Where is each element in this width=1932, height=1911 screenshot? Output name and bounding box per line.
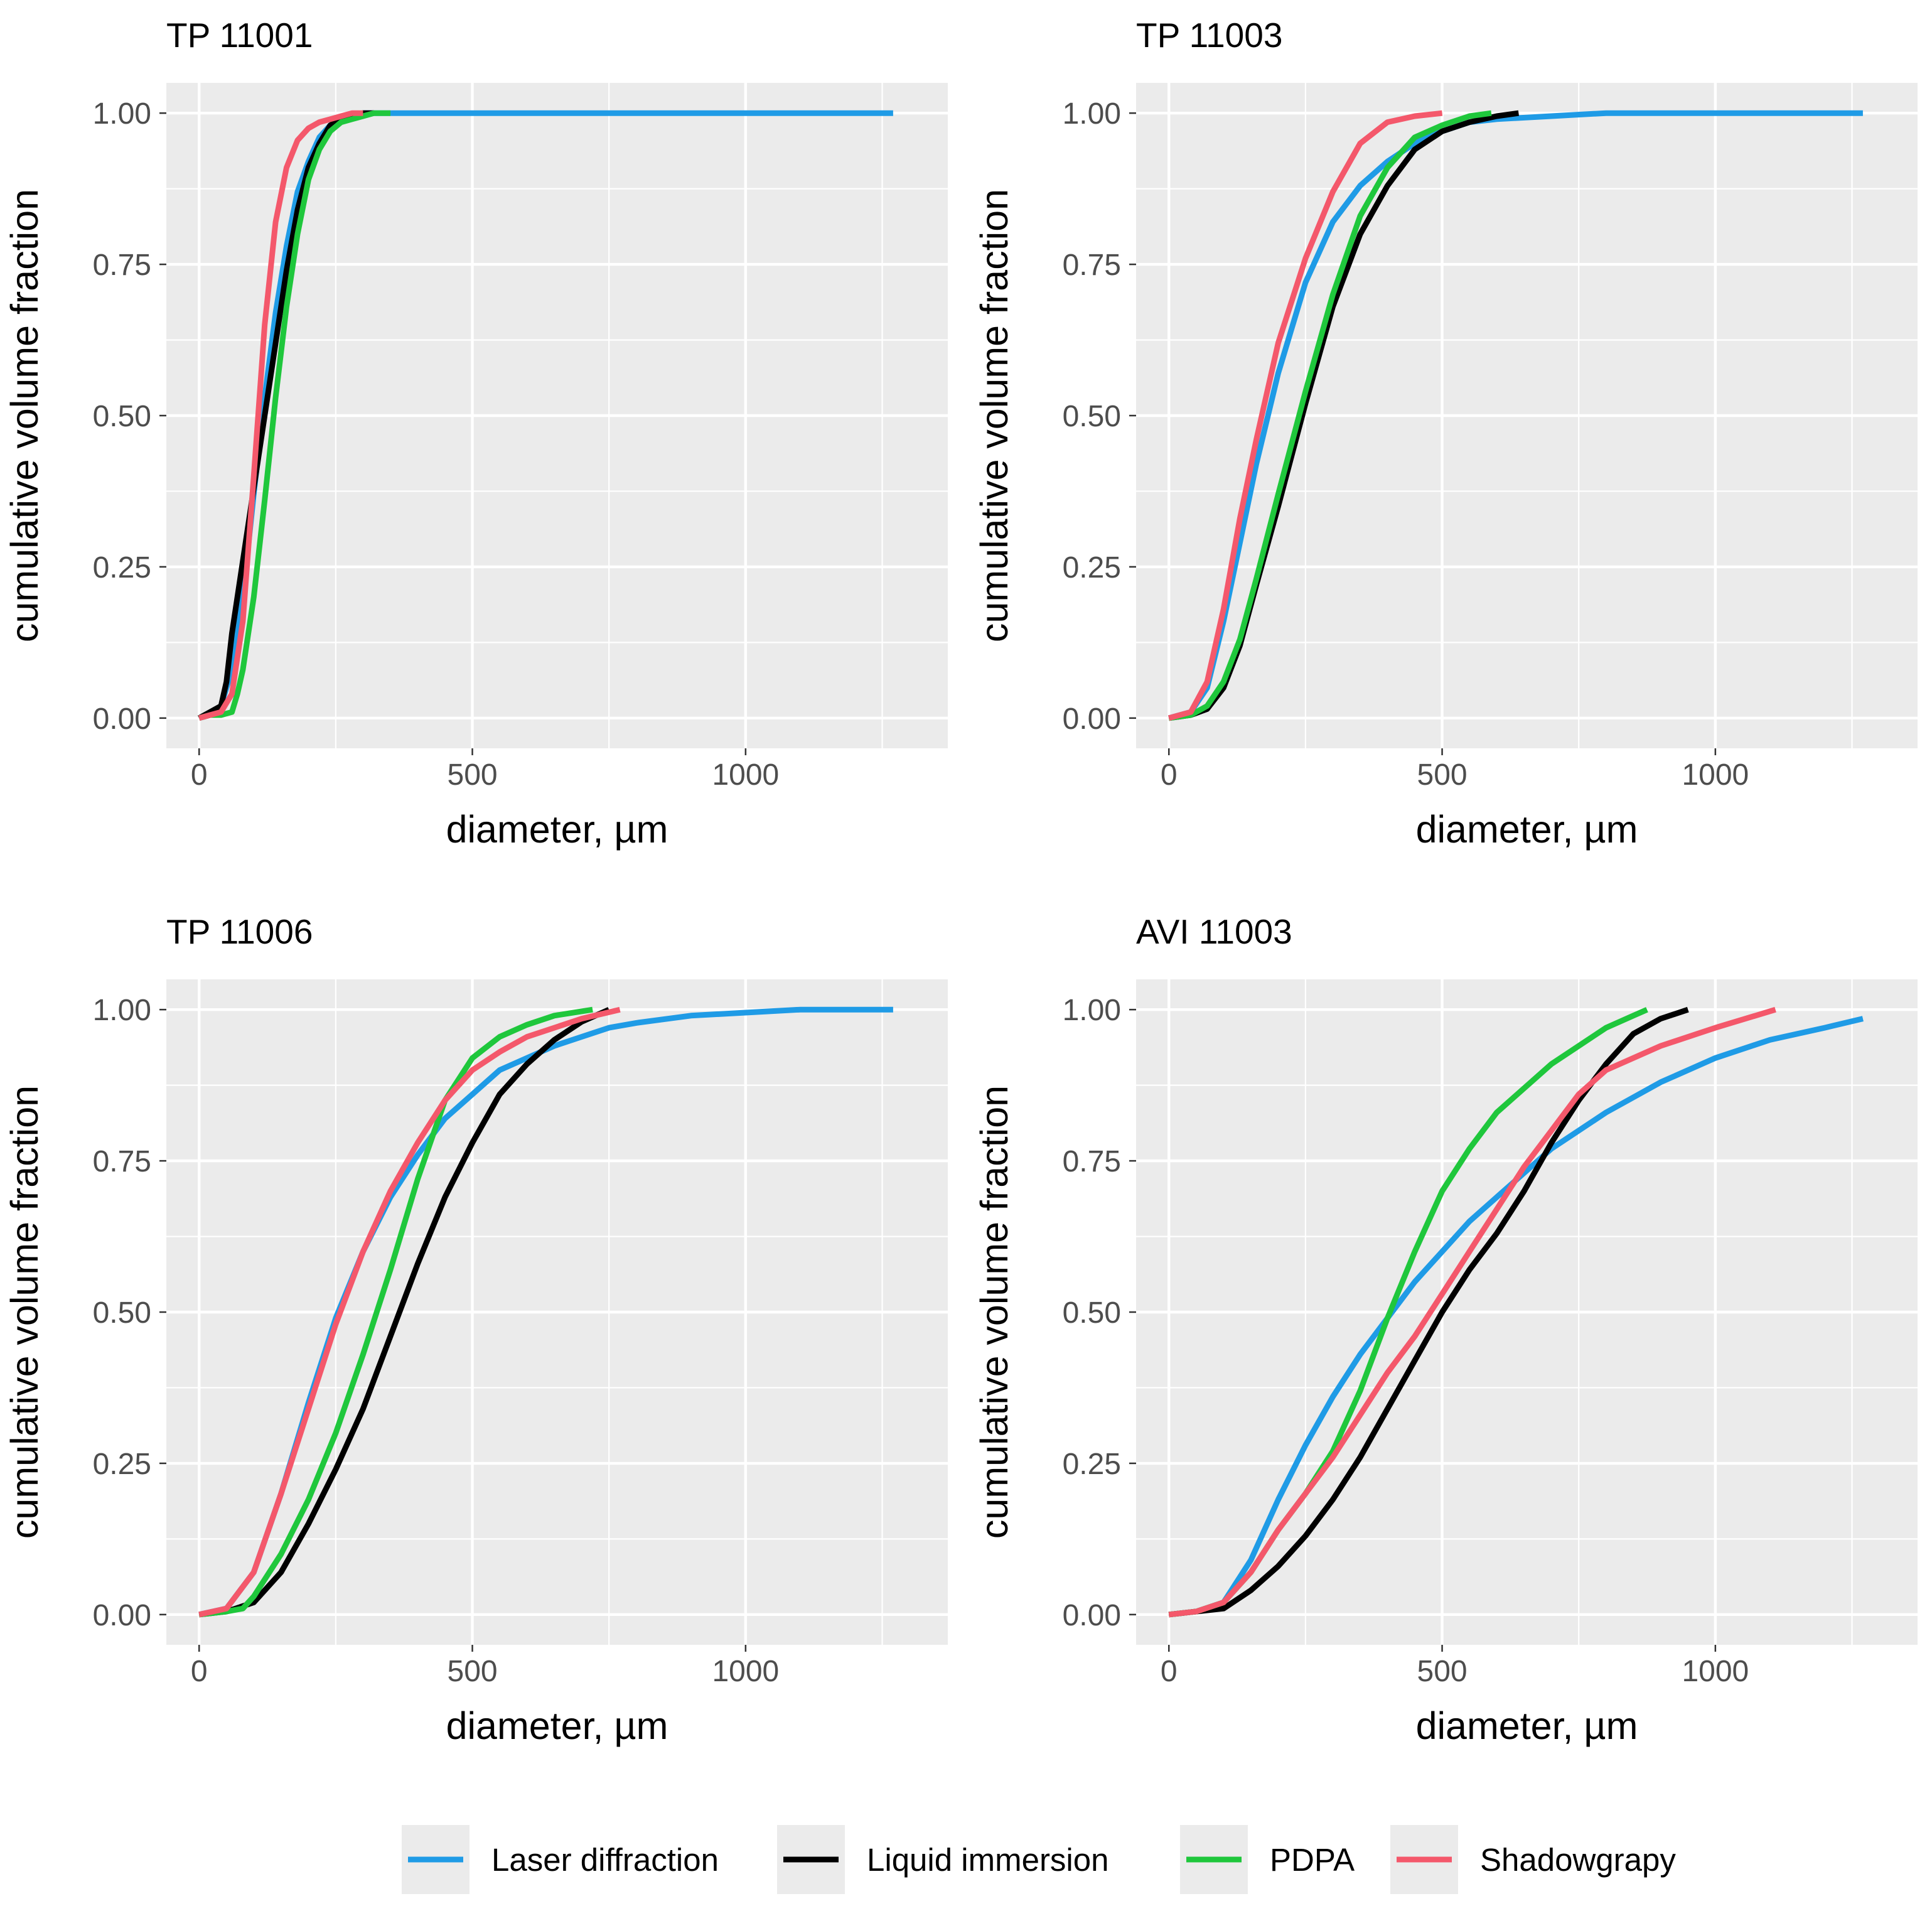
y-tick-label: 1.00 (93, 994, 151, 1027)
series-line-shadowgrapy (1168, 110, 1443, 721)
axes: 0 500 1000 0.00 0.25 0.50 0.75 1.00 diameter, µm… (973, 994, 1749, 1747)
x-tick-label: 1000 (712, 1655, 779, 1688)
series-line-liquid-immersion (198, 1007, 611, 1618)
axes: 0 500 1000 0.00 0.25 0.50 0.75 1.00 diameter, µm… (3, 994, 779, 1747)
y-axis-title: cumulative volume fraction (3, 189, 46, 642)
series-line-shadowgrapy (198, 110, 363, 721)
y-tick-label: 0.25 (93, 551, 151, 584)
x-axis-title: diameter, µm (446, 808, 668, 851)
y-tick-label: 0.75 (93, 1145, 151, 1178)
series-line-shadowgrapy (198, 1006, 621, 1618)
y-tick-label: 0.75 (93, 249, 151, 282)
panel-title: AVI 11003 (1136, 912, 1292, 951)
legend-item-shadowgrapy: Shadowgrapy (1390, 1825, 1676, 1894)
y-tick-label: 0.50 (1063, 400, 1121, 433)
y-tick-label: 0.75 (1063, 1145, 1121, 1178)
x-tick-label: 500 (1417, 758, 1468, 792)
legend-label: Liquid immersion (867, 1842, 1109, 1878)
x-tick-label: 500 (448, 1655, 498, 1688)
x-tick-label: 1000 (1682, 758, 1749, 792)
panel-title: TP 11003 (1136, 16, 1282, 55)
y-axis-title: cumulative volume fraction (973, 1085, 1016, 1539)
legend: Laser diffraction Liquid immersion PDPA Sha… (402, 1825, 1676, 1894)
y-tick-label: 0.50 (1063, 1296, 1121, 1330)
series-lines (198, 1006, 893, 1618)
panel-title: TP 11006 (166, 912, 313, 951)
series-lines (1168, 110, 1863, 721)
y-tick-label: 0.50 (93, 400, 151, 433)
series-lines (198, 110, 893, 721)
series-line-pdpa (198, 110, 390, 721)
y-tick-label: 0.50 (93, 1296, 151, 1330)
x-tick-label: 0 (1161, 1655, 1178, 1688)
y-tick-label: 0.25 (1063, 1448, 1121, 1481)
series-line-laser-diffraction (1168, 1016, 1864, 1618)
panel-2: TP 11003 0 500 1000 0.00 0.25 0.50 0.75 1.00 diam… (973, 16, 1918, 851)
x-axis-title: diameter, µm (1416, 1704, 1638, 1747)
series-line-shadowgrapy (1168, 1006, 1776, 1618)
x-tick-label: 1000 (1682, 1655, 1749, 1688)
x-tick-label: 500 (448, 758, 498, 792)
gridlines (1136, 979, 1918, 1645)
series-line-pdpa (1168, 110, 1492, 721)
legend-label: Shadowgrapy (1480, 1842, 1676, 1878)
x-axis-title: diameter, µm (446, 1704, 668, 1747)
panel-1: TP 11001 0 500 1000 0.00 0.25 0.50 0.75 1.00 diam… (3, 16, 948, 851)
x-tick-label: 0 (1161, 758, 1178, 792)
x-tick-label: 500 (1417, 1655, 1468, 1688)
x-tick-label: 0 (191, 758, 208, 792)
y-tick-label: 0.00 (1063, 1599, 1121, 1632)
y-tick-label: 0.25 (1063, 551, 1121, 584)
x-tick-label: 0 (191, 1655, 208, 1688)
panel-4: AVI 11003 0 500 1000 0.00 0.25 0.50 0.75 1.00 dia… (973, 912, 1918, 1747)
panel-title: TP 11001 (166, 16, 313, 55)
y-tick-label: 0.00 (93, 1599, 151, 1632)
x-axis-title: diameter, µm (1416, 808, 1638, 851)
series-lines (1168, 1006, 1864, 1618)
y-tick-label: 1.00 (1063, 97, 1121, 131)
y-tick-label: 1.00 (93, 97, 151, 131)
series-line-liquid-immersion (198, 110, 374, 721)
y-tick-label: 1.00 (1063, 994, 1121, 1027)
y-tick-label: 0.25 (93, 1448, 151, 1481)
y-tick-label: 0.00 (93, 702, 151, 736)
axes: 0 500 1000 0.00 0.25 0.50 0.75 1.00 diameter, µm… (3, 97, 779, 851)
y-tick-label: 0.75 (1063, 249, 1121, 282)
legend-label: Laser diffraction (491, 1842, 719, 1878)
y-axis-title: cumulative volume fraction (973, 189, 1016, 642)
y-axis-title: cumulative volume fraction (3, 1085, 46, 1539)
legend-item-pdpa: PDPA (1180, 1825, 1355, 1894)
series-line-liquid-immersion (1168, 1006, 1689, 1618)
legend-item-laser-diffraction: Laser diffraction (402, 1825, 719, 1894)
legend-label: PDPA (1270, 1842, 1355, 1878)
series-line-pdpa (198, 1006, 593, 1618)
y-tick-label: 0.00 (1063, 702, 1121, 736)
legend-item-liquid-immersion: Liquid immersion (777, 1825, 1109, 1894)
chart-panels: TP 11001 0 500 1000 0.00 0.25 0.50 0.75 1.00 diam… (3, 16, 1918, 1747)
panel-3: TP 11006 0 500 1000 0.00 0.25 0.50 0.75 1.00 diam… (3, 912, 948, 1747)
x-tick-label: 1000 (712, 758, 779, 792)
axes: 0 500 1000 0.00 0.25 0.50 0.75 1.00 diameter, µm… (973, 97, 1749, 851)
